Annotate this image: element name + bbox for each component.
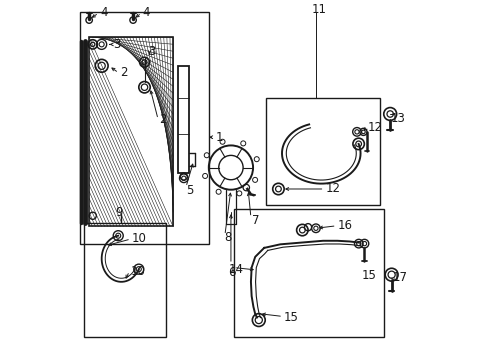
Text: 3: 3: [113, 38, 121, 51]
Text: 10: 10: [132, 233, 146, 246]
Text: 14: 14: [228, 263, 243, 276]
Text: 2: 2: [120, 67, 127, 80]
Text: 13: 13: [389, 112, 404, 125]
Text: 3: 3: [148, 45, 155, 58]
Bar: [265, 98, 379, 205]
Text: 2: 2: [159, 113, 167, 126]
Bar: [89, 37, 173, 226]
Text: 8: 8: [224, 231, 231, 244]
Bar: [233, 209, 383, 337]
Text: 12: 12: [325, 183, 340, 195]
Text: 17: 17: [392, 271, 407, 284]
Text: 12: 12: [367, 121, 382, 134]
Bar: [178, 66, 189, 173]
Bar: [83, 223, 165, 337]
Text: 11: 11: [311, 3, 326, 16]
Text: 1: 1: [215, 131, 222, 144]
Text: 4: 4: [100, 6, 107, 19]
Text: 6: 6: [228, 266, 235, 279]
Bar: [80, 12, 208, 244]
Text: 7: 7: [251, 213, 259, 226]
Text: 10: 10: [130, 265, 145, 278]
Text: 9: 9: [115, 206, 122, 219]
Text: 5: 5: [185, 184, 193, 197]
Text: 16: 16: [337, 219, 352, 232]
Text: 15: 15: [361, 269, 375, 282]
Text: 4: 4: [142, 6, 150, 19]
Text: 15: 15: [284, 311, 298, 324]
